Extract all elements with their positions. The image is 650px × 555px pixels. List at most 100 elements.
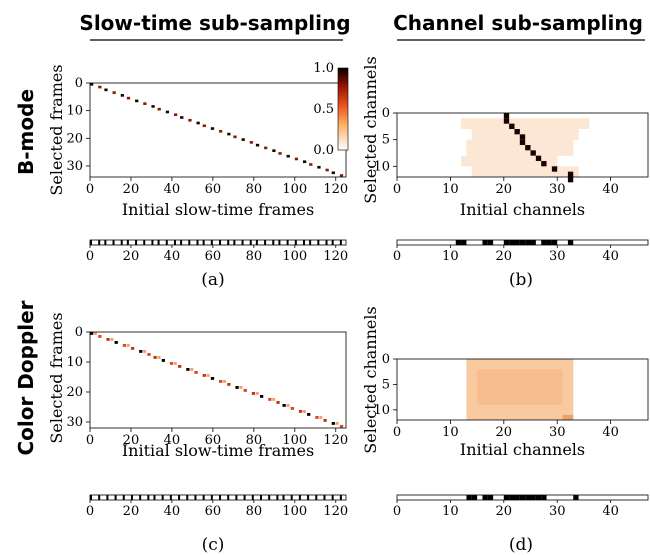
strip-mark — [339, 495, 342, 500]
col-header-channel: Channel sub-sampling — [393, 11, 643, 35]
heatmap-cell — [104, 88, 108, 92]
strip-mark — [307, 495, 310, 500]
y-tick-label: 10 — [373, 159, 390, 174]
heatmap-cell — [466, 139, 574, 156]
strip-mark — [147, 495, 150, 500]
strip-mark — [461, 240, 467, 245]
strip-mark — [151, 240, 154, 245]
heatmap-cell — [157, 107, 161, 111]
heatmap-cell — [249, 141, 254, 144]
strip-mark — [188, 240, 191, 245]
strip-mark — [471, 495, 478, 500]
heatmap-cell — [509, 123, 515, 129]
strip-mark — [251, 495, 254, 500]
strip-tick-label: 20 — [496, 504, 513, 519]
strip-tick-label: 40 — [164, 504, 181, 519]
strip-mark — [541, 240, 547, 245]
strip-mark — [139, 495, 142, 500]
heatmap-cell — [169, 362, 174, 365]
heatmap-cell — [135, 99, 139, 103]
x-axis-label: Initial slow-time frames — [122, 441, 314, 460]
heatmap-cell — [126, 344, 130, 347]
y-tick-label: 10 — [66, 355, 83, 370]
heatmap-cell — [535, 155, 542, 161]
heatmap-cell — [290, 407, 294, 410]
strip-mark — [120, 240, 123, 245]
x-tick-label: 10 — [442, 425, 459, 440]
strip-mark — [90, 495, 92, 500]
y-tick-label: 10 — [373, 403, 390, 418]
strip-mark — [482, 240, 488, 245]
strip-mark — [323, 495, 326, 500]
strip-mark — [331, 495, 334, 500]
strip-mark — [98, 495, 101, 500]
heatmap-cell — [315, 416, 319, 419]
strip-mark — [169, 495, 172, 500]
heatmap-cell — [90, 332, 94, 335]
strip-mark — [487, 240, 494, 245]
heatmap-cell — [325, 168, 329, 172]
strip-tick-label: 0 — [86, 504, 94, 519]
strip-mark — [130, 495, 133, 500]
strip-mark — [514, 240, 520, 245]
heatmap-cell — [98, 335, 102, 338]
strip-mark — [530, 240, 536, 245]
heatmap-cell — [130, 347, 135, 350]
x-tick-label: 40 — [164, 182, 181, 197]
strip-mark — [546, 240, 552, 245]
strip-tick-label: 0 — [86, 249, 94, 264]
strip-mark — [290, 495, 293, 500]
strip-mark — [202, 240, 205, 245]
strip-mark — [173, 240, 176, 245]
x-tick-label: 0 — [86, 182, 94, 197]
heatmap-cell — [255, 143, 260, 147]
x-tick-label: 60 — [205, 182, 222, 197]
heatmap-cell — [471, 166, 579, 177]
strip-mark — [90, 240, 92, 245]
x-tick-label: 100 — [282, 182, 307, 197]
strip-tick-label: 30 — [549, 249, 566, 264]
heatmap-cell — [219, 380, 223, 383]
strip-mark — [106, 495, 109, 500]
heatmap-cell — [233, 135, 237, 139]
x-tick-label: 100 — [282, 433, 307, 448]
strip-mark — [210, 495, 213, 500]
heatmap-cell — [165, 110, 170, 114]
y-tick-label: 0 — [75, 325, 83, 340]
y-tick-label: 30 — [66, 415, 83, 430]
heatmap-cell — [202, 374, 206, 377]
strip-mark — [272, 240, 275, 245]
strip-mark — [455, 240, 462, 245]
strip-mark — [243, 495, 246, 500]
heatmap-cell — [264, 146, 268, 150]
heatmap-cell — [143, 102, 147, 105]
heatmap-cell — [268, 398, 272, 401]
strip-mark — [227, 240, 230, 245]
x-tick-label: 120 — [323, 433, 348, 448]
panel-label-b: (b) — [509, 270, 533, 290]
x-axis-label: Initial channels — [460, 200, 585, 219]
heatmap-cell — [194, 371, 198, 374]
heatmap-cell — [223, 380, 227, 383]
row-label-doppler: Color Doppler — [14, 300, 38, 455]
heatmap-cell — [541, 161, 547, 167]
strip-mark — [178, 495, 181, 500]
heatmap-cell — [286, 404, 290, 407]
heatmap-cell — [562, 414, 574, 420]
strip-mark — [294, 240, 297, 245]
strip-mark — [286, 240, 289, 245]
heatmap-cell — [331, 171, 335, 175]
col-header-slow-time: Slow-time sub-sampling — [79, 11, 350, 35]
strip-mark — [104, 240, 107, 245]
plot-frame — [396, 112, 649, 178]
strip-tick-label: 40 — [602, 504, 619, 519]
strip-mark — [278, 240, 281, 245]
x-tick-label: 30 — [549, 182, 566, 197]
y-tick-label: 30 — [66, 159, 83, 174]
strip-mark — [180, 240, 183, 245]
strip-mark — [186, 495, 189, 500]
strip-mark — [339, 240, 342, 245]
strip-mark — [233, 240, 236, 245]
panel-label-a: (a) — [201, 270, 224, 290]
heatmap-cell — [567, 177, 574, 183]
